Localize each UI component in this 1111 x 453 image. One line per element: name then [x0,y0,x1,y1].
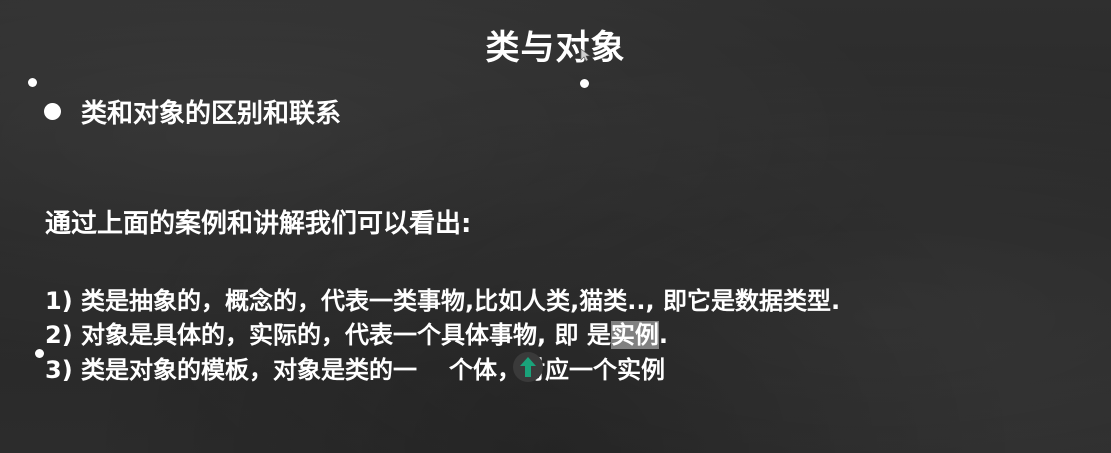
point-3-text-b: 个体，对应一个实例 [449,356,666,384]
point-3: 3) 类是对象的模板，对象是类的一 个体，对应一个实例 [45,350,665,385]
intro-text: 通过上面的案例和讲解我们可以看出: [45,209,472,239]
selection-handle[interactable] [580,79,589,88]
selection-handle[interactable] [28,78,37,87]
bullet-item: 类和对象的区别和联系 [44,93,341,130]
mouse-pointer-icon [580,48,591,62]
point-2-text: 2) 对象是具体的，实际的，代表一个具体事物, 即 是 [45,321,611,349]
bullet-dot-icon [44,103,61,120]
highlighted-text: 实例 [610,321,659,349]
up-arrow-cursor-icon [513,352,543,382]
slide-title: 类与对象 [485,28,626,68]
point-3-text-a: 3) 类是对象的模板，对象是类的一 [45,356,418,384]
point-2: 2) 对象是具体的，实际的，代表一个具体事物, 即 是实例. [45,315,668,350]
bullet-text: 类和对象的区别和联系 [81,99,342,129]
point-2-end: . [658,321,668,349]
point-1: 1) 类是抽象的，概念的，代表一类事物,比如人类,猫类.., 即它是数据类型. [45,287,841,315]
selection-handle[interactable] [35,349,44,358]
